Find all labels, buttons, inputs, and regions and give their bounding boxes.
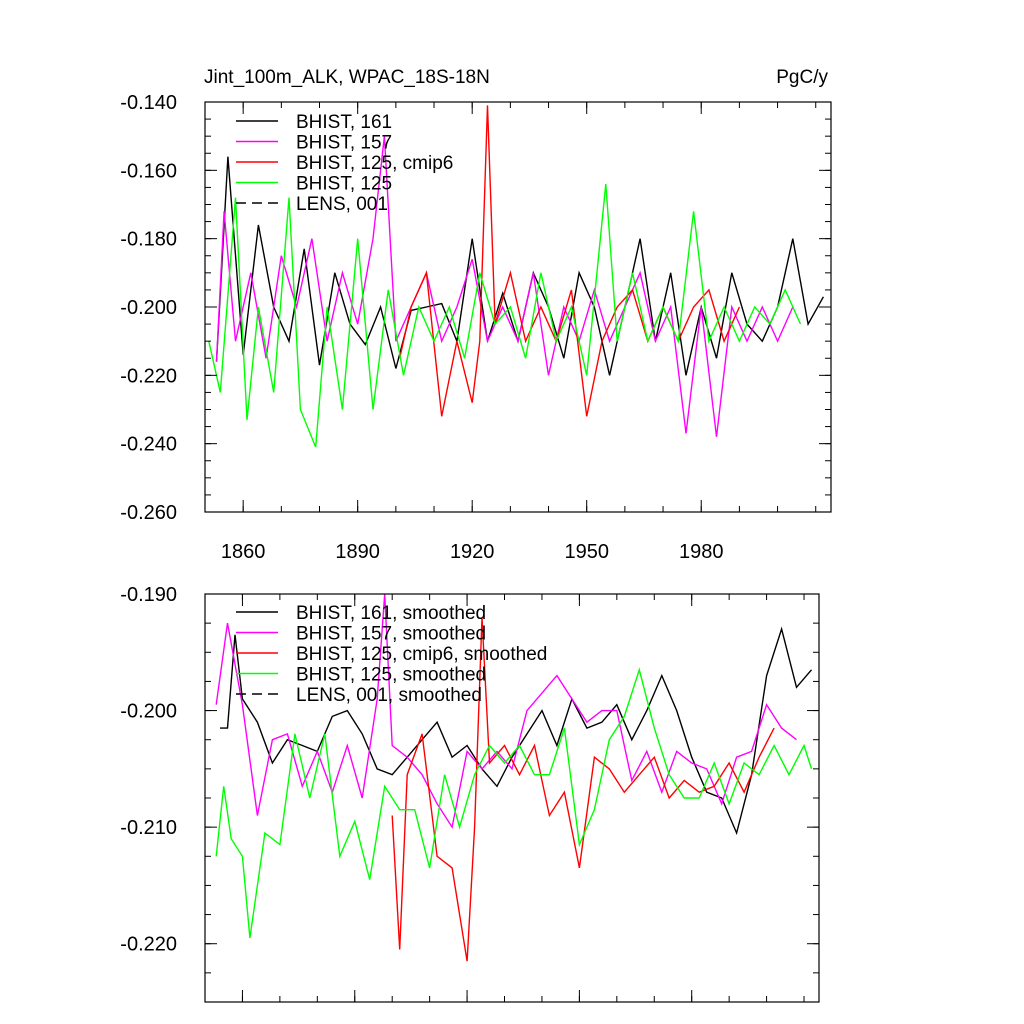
- legend-label: BHIST, 161, smoothed: [296, 603, 486, 624]
- x-tick-label: 1950: [564, 541, 609, 563]
- y-tick-label: -0.260: [120, 502, 177, 524]
- legend-label: BHIST, 125, cmip6: [296, 153, 453, 174]
- legend-label: LENS, 001: [296, 194, 388, 215]
- series-line-4: [215, 667, 813, 938]
- legend-label: BHIST, 161: [296, 112, 392, 133]
- y-tick-label: -0.200: [120, 297, 177, 319]
- plot-area-bottom: -0.220 -0.210 -0.200 -0.190 BHIST, 161, smoo…: [120, 584, 820, 1003]
- panel-top: -0.260 -0.240 -0.220 -0.200 -0.180 -0.160 -0.1…: [120, 67, 832, 563]
- y-tick-label: -0.160: [120, 160, 177, 182]
- legend-label: BHIST, 157: [296, 133, 392, 154]
- legend-label: BHIST, 157, smoothed: [296, 624, 486, 645]
- series-line-2: [215, 593, 797, 829]
- panel-bottom: -0.220 -0.210 -0.200 -0.190 BHIST, 161, smoo…: [120, 584, 820, 1003]
- y-tick-label: -0.210: [120, 817, 177, 839]
- legend-label: BHIST, 125, smoothed: [296, 665, 486, 686]
- legend-label: BHIST, 125, cmip6, smoothed: [296, 644, 547, 665]
- y-tick-label: -0.190: [120, 584, 177, 606]
- series-line-3: [391, 617, 775, 962]
- legend-label: LENS, 001, smoothed: [296, 685, 482, 706]
- x-tick-label: 1980: [679, 541, 724, 563]
- y-tick-label: -0.240: [120, 434, 177, 456]
- y-tick-label: -0.200: [120, 701, 177, 723]
- y-tick-label: -0.220: [120, 934, 177, 956]
- units-label: PgC/y: [776, 67, 828, 88]
- y-tick-label: -0.140: [120, 92, 177, 114]
- x-tick-label: 1890: [335, 541, 380, 563]
- plot-area-top: -0.260 -0.240 -0.220 -0.200 -0.180 -0.160 -0.1…: [120, 92, 832, 563]
- x-tick-label: 1920: [450, 541, 495, 563]
- y-tick-label: -0.220: [120, 365, 177, 387]
- chart-title: Jint_100m_ALK, WPAC_18S-18N: [204, 67, 490, 88]
- series-line-4: [208, 183, 802, 448]
- y-tick-label: -0.180: [120, 229, 177, 251]
- series-line-1: [220, 626, 813, 836]
- legend-label: BHIST, 125: [296, 174, 392, 195]
- x-tick-label: 1860: [221, 541, 266, 563]
